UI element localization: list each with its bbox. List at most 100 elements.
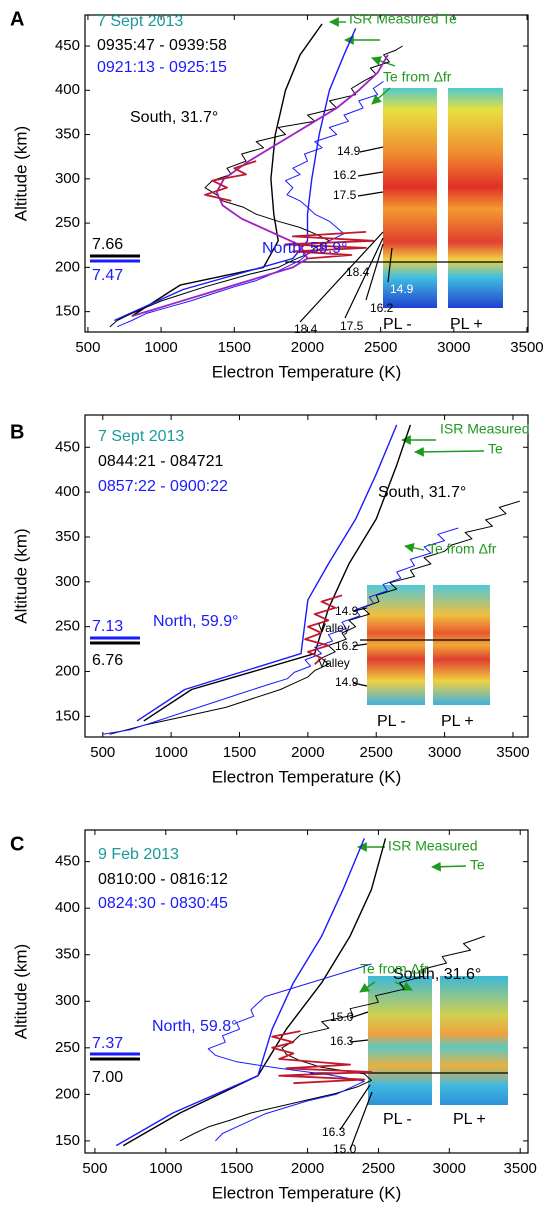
arrows <box>329 17 485 993</box>
spectrogram <box>448 88 503 308</box>
x-tick-label: 1500 <box>223 744 256 761</box>
profile-line <box>109 45 403 328</box>
y-tick-label: 150 <box>55 1132 80 1149</box>
annotation: 15.0 <box>333 1142 357 1156</box>
spectrogram <box>383 88 437 308</box>
profile-line <box>304 594 343 665</box>
profile-line <box>115 838 365 1147</box>
annotation: ISR Measured <box>440 421 529 437</box>
annotation: 17.5 <box>340 319 364 333</box>
profile-line <box>131 23 323 317</box>
panel: 500 1000 1500 2000 2500 3000 3500 150 200 250 300 3… <box>10 414 530 786</box>
x-tick-label: 3500 <box>504 1160 537 1177</box>
annotation: 14.9 <box>337 144 361 158</box>
x-tick-label: 1000 <box>149 1160 182 1177</box>
x-tick-label: 2000 <box>291 744 324 761</box>
scale-label: 7.66 <box>92 236 123 253</box>
annotation: Te from Δfr <box>428 541 497 557</box>
scale-label: 7.37 <box>92 1035 123 1052</box>
annotation: 16.2 <box>335 639 359 653</box>
panel-label: C <box>10 833 24 855</box>
x-tick-label: 500 <box>82 1160 107 1177</box>
annotation: South, 31.7° <box>130 109 218 126</box>
spectrogram <box>440 976 508 1105</box>
annotation: 14.9 <box>335 604 359 618</box>
annotation: North, 59.9° <box>153 613 239 630</box>
x-axis-label: Electron Temperature (K) <box>212 362 402 381</box>
annotation: 15.0 <box>330 1010 354 1024</box>
annotation: North, 59.9° <box>262 240 348 257</box>
annotation: 16.2 <box>333 168 357 182</box>
y-tick-label: 300 <box>55 573 80 590</box>
date: 9 Feb 2013 <box>98 846 179 863</box>
annotation: PL - <box>383 1111 412 1128</box>
y-tick-label: 150 <box>55 303 80 320</box>
x-tick-label: 1000 <box>154 744 187 761</box>
scale-label: 6.76 <box>92 652 123 669</box>
profile-line <box>271 1030 373 1085</box>
x-tick-label: 2000 <box>291 339 324 356</box>
y-tick-label: 450 <box>55 37 80 54</box>
y-tick-label: 350 <box>55 528 80 545</box>
x-axis-label: Electron Temperature (K) <box>212 1183 402 1202</box>
x-tick-label: 1500 <box>220 1160 253 1177</box>
x-tick-label: 3000 <box>433 1160 466 1177</box>
annotation: 16.3 <box>322 1125 346 1139</box>
panel-label: A <box>10 8 24 30</box>
panel-label: B <box>10 421 24 443</box>
date: 7 Sept 2013 <box>97 13 183 30</box>
annotation: South, 31.6° <box>393 966 481 983</box>
x-tick-label: 3500 <box>496 744 529 761</box>
y-tick-label: 250 <box>55 1039 80 1056</box>
y-axis-label: Altitude (km) <box>11 944 30 1039</box>
x-tick-label: 500 <box>75 339 100 356</box>
y-tick-label: 400 <box>55 899 80 916</box>
x-tick-label: 2500 <box>364 339 397 356</box>
profile-line <box>102 527 459 735</box>
annotation: 16.2 <box>370 301 394 315</box>
annotation: 17.5 <box>333 188 357 202</box>
spectrogram <box>433 585 490 705</box>
annotation: 14.9 <box>335 675 359 689</box>
time-range: 0921:13 - 0925:15 <box>97 59 227 76</box>
x-tick-label: 1000 <box>144 339 177 356</box>
annotation: Te <box>488 441 503 457</box>
profile-line <box>207 963 372 1142</box>
time-range: 0824:30 - 0830:45 <box>98 895 228 912</box>
panel: 500 1000 1500 2000 2500 3000 3500 150 200 250 300 3… <box>10 829 537 1202</box>
y-tick-label: 450 <box>55 438 80 455</box>
profile-line <box>117 80 384 328</box>
profile-line <box>114 28 357 322</box>
y-tick-label: 200 <box>55 1085 80 1102</box>
x-tick-label: 3000 <box>428 744 461 761</box>
annotation: Valley <box>318 621 350 635</box>
x-axis-label: Electron Temperature (K) <box>212 767 402 786</box>
x-tick-label: 3500 <box>510 339 543 356</box>
spectrogram <box>367 585 425 705</box>
panel: 500 1000 1500 2000 2500 3000 3500 150 200 250 300 3… <box>10 8 544 381</box>
annotation: South, 31.7° <box>378 484 466 501</box>
profile-line <box>143 424 412 722</box>
layers <box>285 17 508 1151</box>
scale-label: 7.47 <box>92 267 123 284</box>
annotation: ISR Measured <box>388 838 477 854</box>
profile-line <box>179 935 485 1142</box>
annotation: PL + <box>453 1111 486 1128</box>
time-range: 0857:22 - 0900:22 <box>98 478 228 495</box>
time-range: 0935:47 - 0939:58 <box>97 37 227 54</box>
x-tick-label: 2500 <box>360 744 393 761</box>
date: 7 Sept 2013 <box>98 428 184 445</box>
y-tick-label: 400 <box>55 483 80 500</box>
annotation: PL - <box>377 713 406 730</box>
profile-line <box>122 838 387 1147</box>
annotation: 16.3 <box>330 1034 354 1048</box>
y-axis-label: Altitude (km) <box>11 528 30 623</box>
annotation: North, 59.8° <box>152 1018 238 1035</box>
profile-line <box>136 424 398 722</box>
time-range: 0810:00 - 0816:12 <box>98 871 228 888</box>
spectrogram <box>368 976 432 1105</box>
annotation: Te <box>470 857 485 873</box>
annotation: Te from Δfr <box>360 961 429 977</box>
y-tick-label: 350 <box>55 946 80 963</box>
